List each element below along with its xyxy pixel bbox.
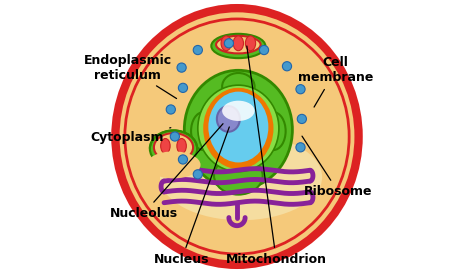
Text: Ribosome: Ribosome	[302, 136, 373, 198]
Text: Cytoplasm: Cytoplasm	[91, 128, 171, 144]
Text: Endoplasmic
reticulum: Endoplasmic reticulum	[83, 54, 176, 99]
Circle shape	[259, 45, 269, 55]
Text: Nucleolus: Nucleolus	[109, 124, 223, 220]
Ellipse shape	[216, 36, 261, 54]
Text: Cell
membrane: Cell membrane	[298, 56, 374, 107]
Text: Nucleus: Nucleus	[154, 127, 229, 266]
Circle shape	[283, 62, 292, 71]
Ellipse shape	[150, 130, 197, 167]
Ellipse shape	[160, 134, 322, 220]
Ellipse shape	[177, 138, 186, 153]
Ellipse shape	[211, 34, 265, 58]
Ellipse shape	[222, 101, 255, 121]
Ellipse shape	[233, 36, 244, 51]
Ellipse shape	[207, 90, 270, 164]
Circle shape	[224, 39, 234, 48]
Circle shape	[166, 105, 175, 114]
Ellipse shape	[198, 85, 279, 172]
Circle shape	[178, 83, 188, 93]
Ellipse shape	[203, 88, 273, 169]
Ellipse shape	[146, 151, 201, 178]
Ellipse shape	[246, 36, 255, 51]
Ellipse shape	[115, 8, 359, 265]
Ellipse shape	[184, 70, 292, 189]
Circle shape	[193, 45, 202, 55]
Circle shape	[296, 143, 305, 152]
Ellipse shape	[191, 112, 215, 150]
Circle shape	[193, 170, 202, 179]
Ellipse shape	[161, 138, 170, 153]
Circle shape	[170, 132, 180, 141]
Circle shape	[296, 85, 305, 94]
Ellipse shape	[222, 73, 255, 100]
Ellipse shape	[261, 112, 286, 150]
Circle shape	[297, 114, 307, 123]
Ellipse shape	[214, 157, 263, 195]
Circle shape	[177, 63, 186, 72]
Ellipse shape	[154, 133, 193, 162]
Ellipse shape	[125, 19, 349, 254]
Ellipse shape	[221, 36, 231, 51]
Text: Mitochondrion: Mitochondrion	[226, 46, 327, 266]
Circle shape	[178, 155, 188, 164]
Ellipse shape	[217, 106, 240, 132]
